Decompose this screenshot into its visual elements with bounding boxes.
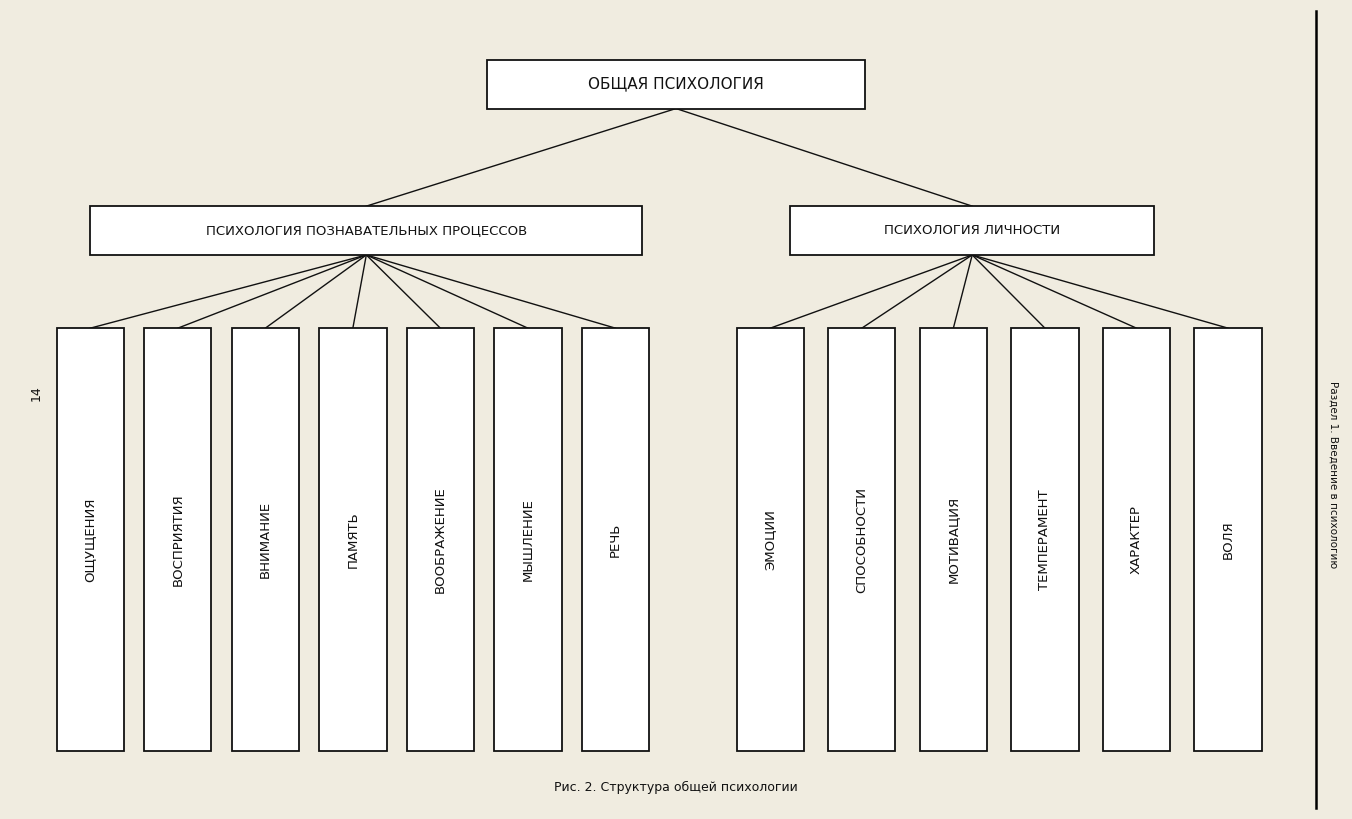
Text: РЕЧЬ: РЕЧЬ	[608, 523, 622, 557]
FancyBboxPatch shape	[829, 328, 895, 751]
Text: ВНИМАНИЕ: ВНИМАНИЕ	[258, 501, 272, 578]
Text: МОТИВАЦИЯ: МОТИВАЦИЯ	[946, 496, 960, 583]
Text: СПОСОБНОСТИ: СПОСОБНОСТИ	[856, 486, 868, 593]
FancyBboxPatch shape	[319, 328, 387, 751]
FancyBboxPatch shape	[919, 328, 987, 751]
FancyBboxPatch shape	[488, 60, 864, 109]
FancyBboxPatch shape	[231, 328, 299, 751]
Text: ХАРАКТЕР: ХАРАКТЕР	[1130, 505, 1142, 574]
FancyBboxPatch shape	[407, 328, 475, 751]
Text: ВОЛЯ: ВОЛЯ	[1222, 520, 1234, 559]
FancyBboxPatch shape	[791, 206, 1155, 255]
FancyBboxPatch shape	[737, 328, 804, 751]
Text: ОБЩАЯ ПСИХОЛОГИЯ: ОБЩАЯ ПСИХОЛОГИЯ	[588, 77, 764, 92]
Text: Рис. 2. Структура общей психологии: Рис. 2. Структура общей психологии	[554, 781, 798, 794]
FancyBboxPatch shape	[495, 328, 561, 751]
Text: Раздел 1. Введение в психологию: Раздел 1. Введение в психологию	[1328, 381, 1338, 568]
FancyBboxPatch shape	[1194, 328, 1261, 751]
FancyBboxPatch shape	[581, 328, 649, 751]
FancyBboxPatch shape	[57, 328, 124, 751]
Text: ВОСПРИЯТИЯ: ВОСПРИЯТИЯ	[172, 493, 184, 586]
Text: ЭМОЦИИ: ЭМОЦИИ	[764, 509, 777, 570]
FancyBboxPatch shape	[145, 328, 211, 751]
Text: ПСИХОЛОГИЯ ПОЗНАВАТЕЛЬНЫХ ПРОЦЕССОВ: ПСИХОЛОГИЯ ПОЗНАВАТЕЛЬНЫХ ПРОЦЕССОВ	[206, 224, 527, 237]
Text: ОЩУЩЕНИЯ: ОЩУЩЕНИЯ	[84, 497, 97, 581]
FancyBboxPatch shape	[1103, 328, 1169, 751]
FancyBboxPatch shape	[91, 206, 642, 255]
Text: ПАМЯТЬ: ПАМЯТЬ	[346, 511, 360, 568]
Text: МЫШЛЕНИЕ: МЫШЛЕНИЕ	[522, 498, 534, 581]
Text: 14: 14	[30, 386, 43, 401]
Text: ТЕМПЕРАМЕНТ: ТЕМПЕРАМЕНТ	[1038, 489, 1052, 590]
Text: ПСИХОЛОГИЯ ЛИЧНОСТИ: ПСИХОЛОГИЯ ЛИЧНОСТИ	[884, 224, 1060, 237]
Text: ВООБРАЖЕНИЕ: ВООБРАЖЕНИЕ	[434, 486, 448, 593]
FancyBboxPatch shape	[1011, 328, 1079, 751]
